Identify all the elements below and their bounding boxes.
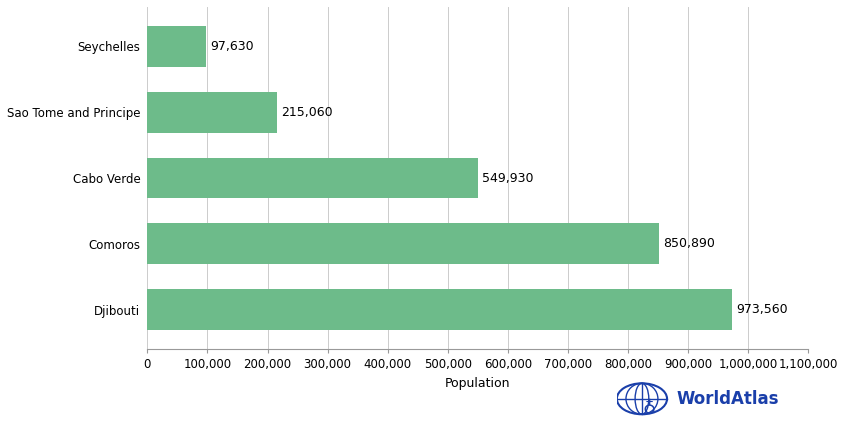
X-axis label: Population: Population	[445, 377, 510, 390]
Bar	[147, 92, 276, 133]
Text: 973,560: 973,560	[736, 303, 787, 316]
Bar	[147, 26, 206, 67]
Bar	[147, 158, 477, 198]
Text: WorldAtlas: WorldAtlas	[675, 390, 778, 408]
Bar	[147, 224, 658, 264]
Text: 549,930: 549,930	[481, 172, 533, 184]
Bar	[147, 289, 732, 330]
Text: 97,630: 97,630	[210, 40, 253, 53]
Text: ♁: ♁	[641, 400, 655, 418]
Text: 215,060: 215,060	[280, 106, 332, 119]
Text: 850,890: 850,890	[662, 237, 714, 250]
